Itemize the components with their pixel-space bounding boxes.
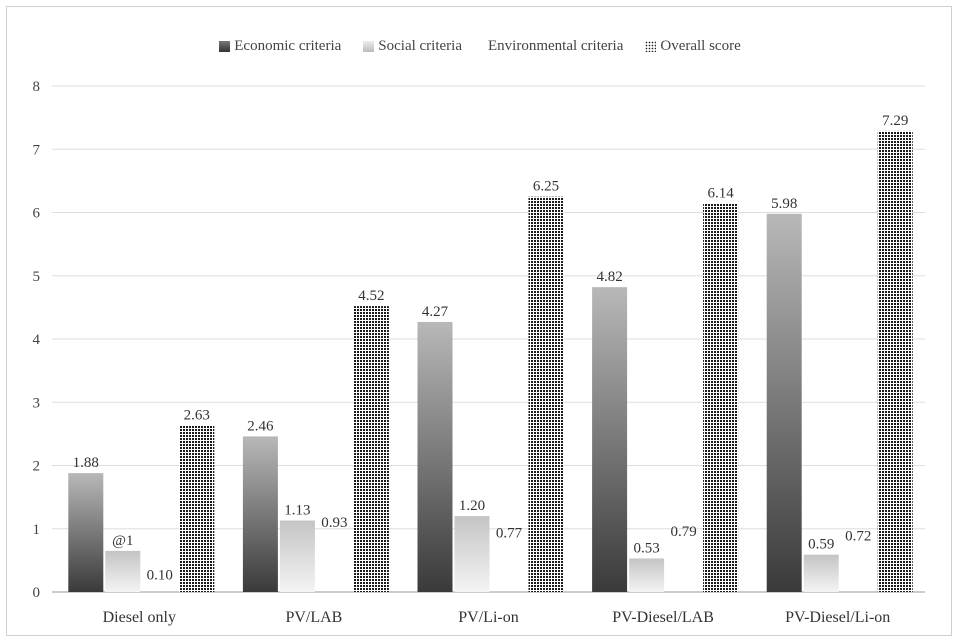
data-label: 0.53 bbox=[633, 540, 659, 556]
data-label: 6.25 bbox=[533, 179, 559, 195]
bar-environmental-0 bbox=[142, 586, 177, 592]
data-labels: 1.88 @1 0.10 2.63 2.46 1.13 0.93 4.52 4.27 1.20 0.… bbox=[73, 113, 909, 584]
legend-swatch-economic bbox=[219, 40, 231, 52]
legend-item-environmental: Environmental criteria bbox=[484, 38, 623, 55]
y-tick-label: 6 bbox=[33, 206, 41, 222]
y-tick-label: 5 bbox=[33, 269, 41, 285]
y-tick-label: 1 bbox=[33, 522, 41, 538]
data-label: @1 bbox=[112, 533, 133, 549]
bar-social-2 bbox=[454, 516, 490, 592]
y-tick-label: 7 bbox=[33, 142, 41, 158]
data-label: 1.20 bbox=[459, 498, 485, 514]
legend-label-economic: Economic criteria bbox=[234, 37, 342, 54]
y-axis: 0 1 2 3 4 5 6 7 8 bbox=[33, 79, 41, 601]
bar-overall-0 bbox=[179, 425, 215, 592]
x-category-label: PV/Li-on bbox=[458, 609, 518, 626]
bar-overall-1 bbox=[353, 306, 389, 592]
data-label: 0.10 bbox=[147, 568, 173, 584]
data-label: 0.72 bbox=[845, 528, 871, 544]
data-label: 6.14 bbox=[707, 186, 734, 202]
data-label: 0.59 bbox=[808, 537, 834, 553]
bar-environmental-4 bbox=[841, 546, 876, 592]
bar-overall-3 bbox=[703, 203, 739, 592]
legend-item-social: Social criteria bbox=[363, 38, 462, 55]
legend-label-social: Social criteria bbox=[378, 37, 462, 54]
data-label: 4.82 bbox=[596, 269, 622, 285]
legend-label-overall: Overall score bbox=[660, 37, 741, 54]
x-category-label: Diesel only bbox=[103, 609, 176, 626]
data-label: 0.93 bbox=[321, 515, 347, 531]
bar-environmental-2 bbox=[492, 543, 527, 592]
data-label: 2.63 bbox=[184, 408, 210, 424]
legend-item-economic: Economic criteria bbox=[219, 38, 341, 55]
data-label: 2.46 bbox=[247, 418, 274, 434]
bar-social-3 bbox=[629, 558, 665, 592]
bar-social-0 bbox=[105, 550, 141, 592]
x-category-label: PV/LAB bbox=[285, 609, 342, 626]
y-tick-label: 2 bbox=[33, 459, 41, 475]
data-label: 4.27 bbox=[422, 304, 449, 320]
x-category-label: PV-Diesel/Li-on bbox=[785, 609, 890, 626]
bar-social-4 bbox=[803, 554, 839, 592]
bar-economic-3 bbox=[592, 287, 628, 592]
legend-swatch-overall bbox=[645, 40, 657, 52]
data-label: 4.52 bbox=[358, 288, 384, 304]
legend-swatch-social bbox=[363, 40, 375, 52]
bar-economic-0 bbox=[68, 473, 104, 592]
legend-item-overall: Overall score bbox=[645, 37, 741, 55]
data-label: 1.13 bbox=[284, 503, 310, 519]
data-label: 0.77 bbox=[496, 525, 523, 541]
bar-economic-1 bbox=[242, 436, 278, 592]
y-tick-label: 4 bbox=[33, 332, 41, 348]
data-label: 1.88 bbox=[73, 455, 99, 471]
bar-environmental-1 bbox=[317, 533, 352, 592]
y-tick-label: 8 bbox=[33, 79, 41, 95]
x-category-label: PV-Diesel/LAB bbox=[612, 609, 714, 626]
bar-economic-4 bbox=[766, 213, 802, 592]
bar-social-1 bbox=[279, 520, 315, 592]
data-label: 7.29 bbox=[882, 113, 908, 129]
y-tick-label: 0 bbox=[33, 585, 41, 601]
bar-overall-2 bbox=[528, 196, 564, 592]
chart-legend: Economic criteria Social criteria Enviro… bbox=[0, 34, 960, 58]
data-label: 0.79 bbox=[670, 524, 696, 540]
legend-label-environmental: Environmental criteria bbox=[488, 37, 624, 54]
bar-environmental-3 bbox=[666, 542, 701, 592]
x-axis: Diesel only PV/LAB PV/Li-on PV-Diesel/LAB PV… bbox=[103, 609, 891, 626]
bars bbox=[68, 130, 913, 592]
y-tick-label: 3 bbox=[33, 395, 41, 411]
bar-overall-4 bbox=[877, 130, 913, 592]
bar-economic-2 bbox=[417, 321, 453, 592]
data-label: 5.98 bbox=[771, 196, 797, 212]
